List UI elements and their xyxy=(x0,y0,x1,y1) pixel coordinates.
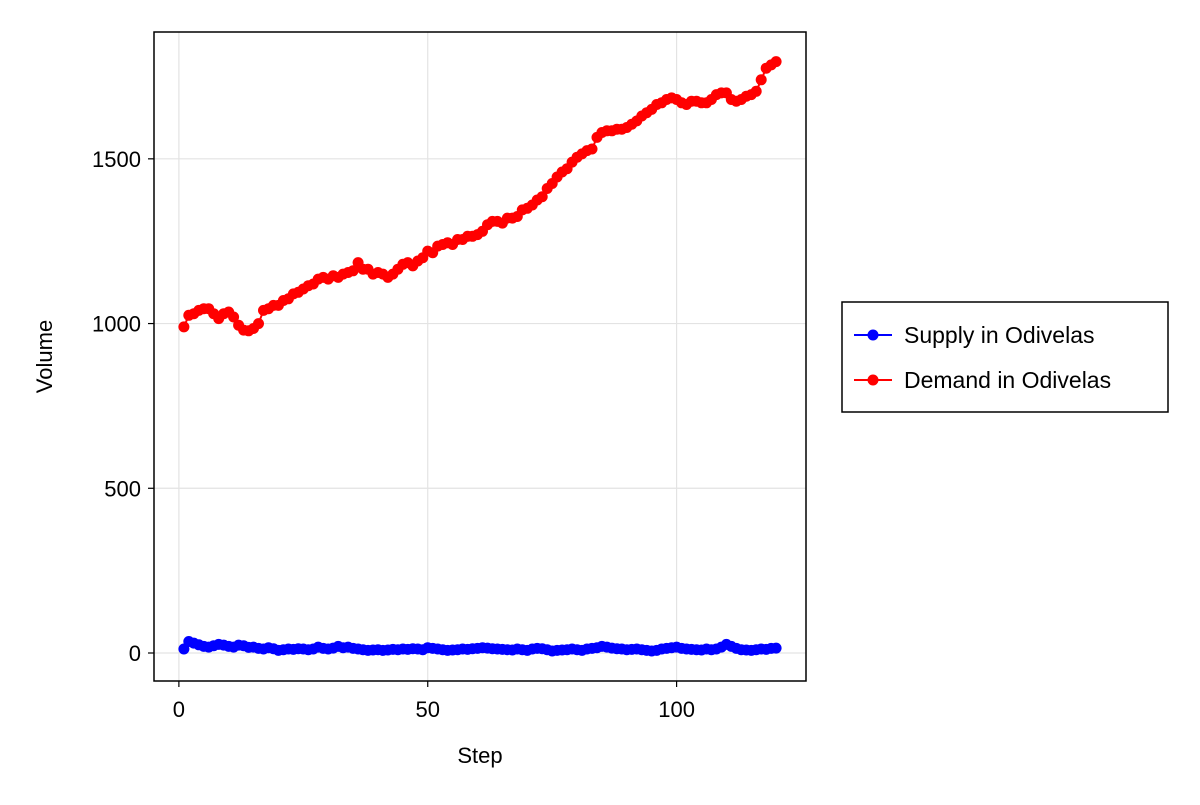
data-point xyxy=(750,85,762,97)
data-point xyxy=(178,321,190,333)
data-point xyxy=(770,642,782,654)
legend: Supply in Odivelas Demand in Odivelas xyxy=(841,301,1169,413)
legend-swatch-marker xyxy=(867,374,879,386)
y-axis-title: Volume xyxy=(32,320,57,393)
data-point xyxy=(228,311,240,323)
grid xyxy=(154,32,806,681)
y-tick-label: 0 xyxy=(129,641,141,666)
data-point xyxy=(770,56,782,68)
data-point xyxy=(347,265,359,277)
data-point xyxy=(755,74,767,86)
y-tick-label: 1500 xyxy=(92,147,141,172)
plot-series xyxy=(178,56,782,657)
y-tick-label: 500 xyxy=(104,476,141,501)
legend-box xyxy=(841,301,1169,413)
plot-frame xyxy=(153,31,807,682)
data-point xyxy=(253,318,264,330)
x-tick-label: 50 xyxy=(415,697,439,722)
legend-label: Supply in Odivelas xyxy=(904,322,1095,348)
data-point xyxy=(536,191,548,203)
x-axis-title: Step xyxy=(457,743,502,768)
x-tick-label: 100 xyxy=(658,697,695,722)
legend-swatch-marker xyxy=(867,329,879,341)
y-tick-label: 1000 xyxy=(92,312,141,337)
legend-label: Demand in Odivelas xyxy=(904,367,1111,393)
series-0 xyxy=(178,636,782,657)
legend-item: Demand in Odivelas xyxy=(854,367,1111,393)
legend-items: Supply in Odivelas Demand in Odivelas xyxy=(854,322,1111,393)
series-1 xyxy=(178,56,782,337)
x-tick-label: 0 xyxy=(173,697,185,722)
data-point xyxy=(586,143,598,155)
legend-item: Supply in Odivelas xyxy=(854,322,1095,348)
